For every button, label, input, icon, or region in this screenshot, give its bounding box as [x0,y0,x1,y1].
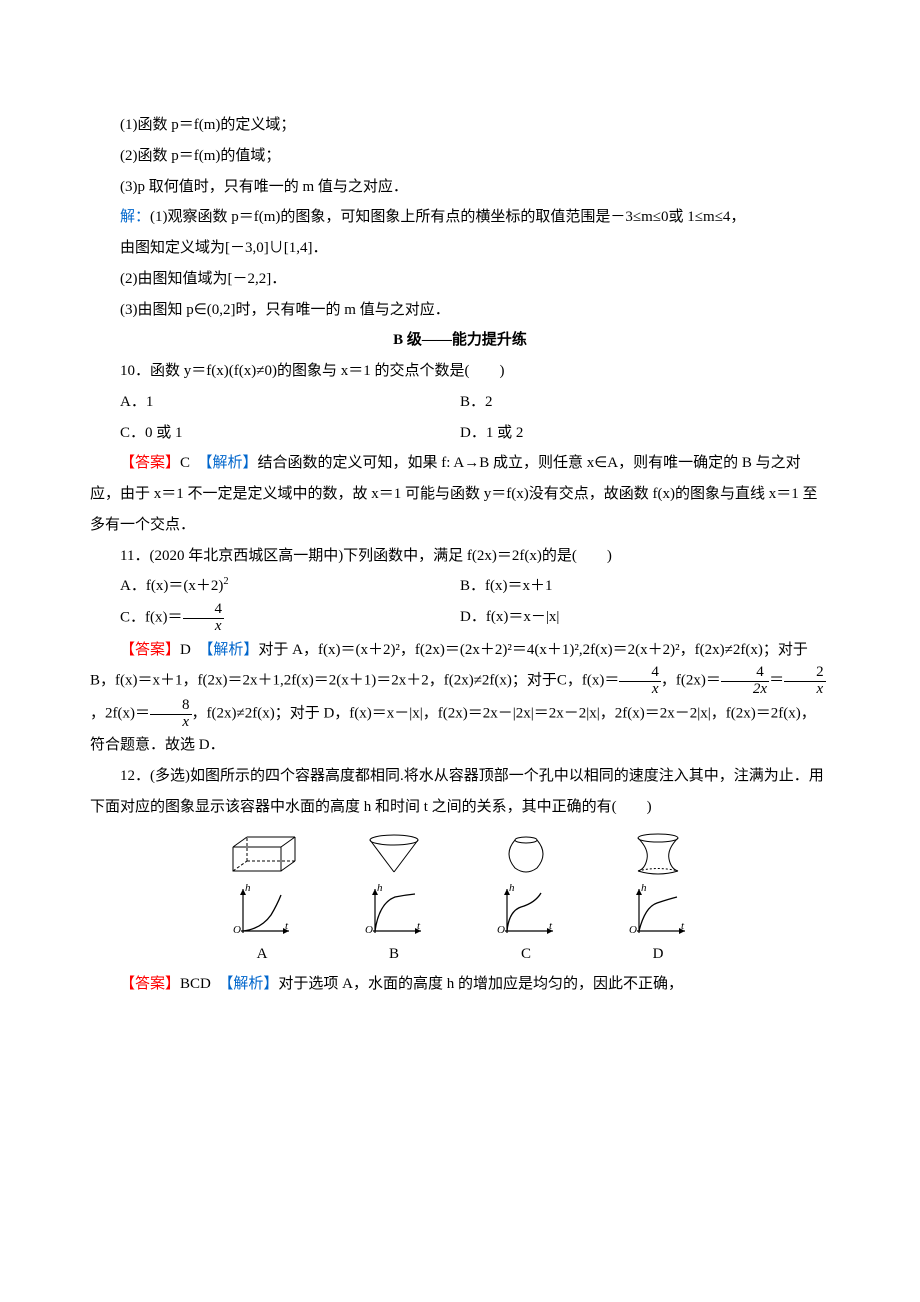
axis-h: h [245,882,251,894]
q9-solution-1: 解：(1)观察函数 p＝f(m)的图象，可知图象上所有点的横坐标的取值范围是－3… [90,202,830,233]
svg-text:t: t [549,920,553,932]
svg-text:t: t [417,920,421,932]
q11-exp-e: ，f(2x)≠2f(x)；对于 D，f(x)＝x－|x|，f(2x)＝2x－|2… [90,705,816,753]
fig-b: O h t B [352,829,436,970]
den: x [619,682,661,698]
q9-part3: (3)p 取何值时，只有唯一的 m 值与之对应． [90,172,830,203]
den: 2x [721,682,769,698]
q11-c-frac: 4x [183,602,225,635]
num: 2 [784,665,826,682]
sphere-bowl-icon [499,829,553,879]
num: 4 [721,665,769,682]
q11-opts-row1: A．f(x)＝(x＋2)2 B．f(x)＝x＋1 [90,571,830,602]
den: x [150,715,192,731]
num: 8 [150,698,192,715]
q11-a-pre: A．f(x)＝(x＋2) [120,578,223,594]
q11-opt-c: C．f(x)＝4x [90,602,460,635]
q10-opt-c: C．0 或 1 [90,418,460,449]
q11-c-num: 4 [183,602,225,619]
svg-text:t: t [681,920,685,932]
num: 4 [619,665,661,682]
q11-exp-b: ，f(2x)＝ [661,673,721,689]
graph-b-icon: O h t [359,879,429,937]
section-b-heading: B 级——能力提升练 [90,325,830,356]
q11-c-pre: C．f(x)＝ [120,610,183,626]
graph-a-icon: O h t [227,879,297,937]
svg-text:O: O [629,924,637,936]
axis-o: O [233,924,241,936]
explain-label: 【解析】 [226,976,279,992]
svg-text:h: h [377,882,383,894]
q11-a-sup: 2 [223,576,228,587]
den: x [784,682,826,698]
q10-opt-b: B．2 [460,387,830,418]
q11-c-den: x [183,619,225,635]
frac-icon: 2x [784,665,826,698]
q11-opt-d: D．f(x)＝x－|x| [460,602,830,635]
q11-opt-a: A．f(x)＝(x＋2)2 [90,571,460,602]
q11-exp-c: ＝ [769,673,784,689]
q9-part2: (2)函数 p＝f(m)的值域； [90,141,830,172]
axis-t: t [285,920,289,932]
q11-answer-block: 【答案】D 【解析】对于 A，f(x)＝(x＋2)²，f(2x)＝(2x＋2)²… [90,635,830,762]
q12-stem: 12．(多选)如图所示的四个容器高度都相同.将水从容器顶部一个孔中以相同的速度注… [90,761,830,823]
svg-text:h: h [641,882,647,894]
q11-opts-row2: C．f(x)＝4x D．f(x)＝x－|x| [90,602,830,635]
svg-text:O: O [365,924,373,936]
q10-answer-block: 【答案】C 【解析】结合函数的定义可知，如果 f: A→B 成立，则任意 x∈A… [90,448,830,540]
fig-d: O h t D [616,829,700,970]
explain-label: 【解析】 [205,455,258,471]
explain-label: 【解析】 [206,642,259,658]
fig-label-a: A [257,939,268,970]
answer-label: 【答案】 [120,976,180,992]
graph-d-icon: O h t [623,879,693,937]
q9-part1: (1)函数 p＝f(m)的定义域； [90,110,830,141]
q10-opt-a: A．1 [90,387,460,418]
q10-opt-d: D．1 或 2 [460,418,830,449]
frac-icon: 42x [721,665,769,698]
q11-opt-b: B．f(x)＝x＋1 [460,571,830,602]
q9-sol1b: 由图知定义域为[－3,0]∪[1,4]． [90,233,830,264]
vase-icon [629,829,687,879]
q9-sol3: (3)由图知 p∈(0,2]时，只有唯一的 m 值与之对应． [90,295,830,326]
q12-answer-block: 【答案】BCD 【解析】对于选项 A，水面的高度 h 的增加应是均匀的，因此不正… [90,969,830,1000]
q12-figure-row: O h t A [90,829,830,970]
q12-explain: 对于选项 A，水面的高度 h 的增加应是均匀的，因此不正确， [278,976,683,992]
solution-label: 解： [120,209,150,225]
q10-answer: C [180,455,205,471]
q9-sol2: (2)由图知值域为[－2,2]． [90,264,830,295]
frac-icon: 4x [619,665,661,698]
q9-sol1-text: (1)观察函数 p＝f(m)的图象，可知图象上所有点的横坐标的取值范围是－3≤m… [150,209,745,225]
q11-exp-d: ，2f(x)＝ [90,705,150,721]
fig-a: O h t A [220,829,304,970]
fig-c: O h t C [484,829,568,970]
q10-opts-row2: C．0 或 1 D．1 或 2 [90,418,830,449]
q11-stem: 11．(2020 年北京西城区高一期中)下列函数中，满足 f(2x)＝2f(x)… [90,541,830,572]
q11-answer: D [180,642,206,658]
svg-text:h: h [509,882,515,894]
q10-opts-row1: A．1 B．2 [90,387,830,418]
q12-answer: BCD [180,976,226,992]
frac-icon: 8x [150,698,192,731]
answer-label: 【答案】 [120,455,180,471]
page-container: (1)函数 p＝f(m)的定义域； (2)函数 p＝f(m)的值域； (3)p … [0,0,920,1302]
fig-label-d: D [653,939,664,970]
fig-label-b: B [389,939,399,970]
cone-icon [364,829,424,879]
cuboid-icon [225,829,299,879]
graph-c-icon: O h t [491,879,561,937]
q10-stem: 10．函数 y＝f(x)(f(x)≠0)的图象与 x＝1 的交点个数是( ) [90,356,830,387]
svg-text:O: O [497,924,505,936]
answer-label: 【答案】 [120,642,180,658]
fig-label-c: C [521,939,531,970]
